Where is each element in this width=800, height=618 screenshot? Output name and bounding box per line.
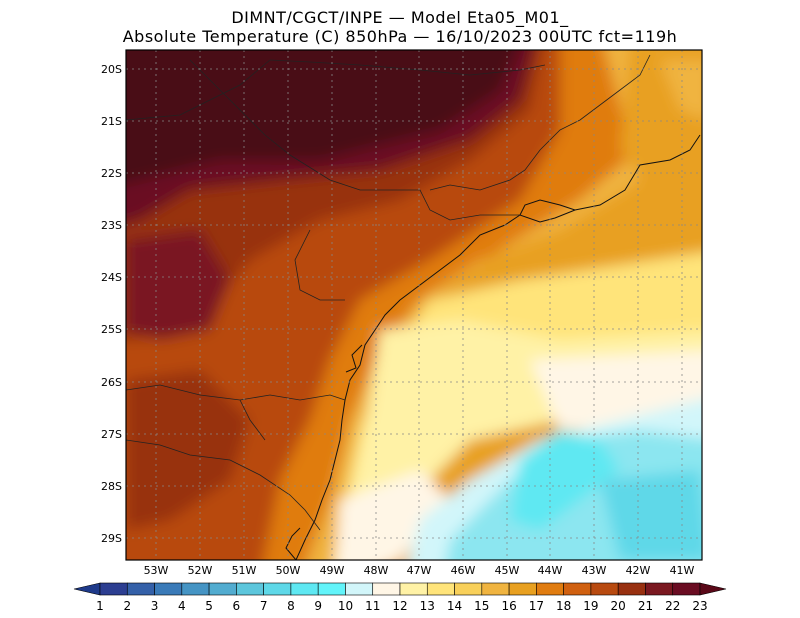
- lat-label: 21S: [101, 115, 122, 128]
- colorbar-label: 12: [392, 599, 407, 613]
- map-title-line1: DIMNT/CGCT/INPE — Model Eta05_M01_: [231, 8, 569, 27]
- graticule: [126, 50, 702, 560]
- colorbar-label: 4: [178, 599, 186, 613]
- colorbar-label: 23: [692, 599, 707, 613]
- map-frame: [125, 49, 703, 561]
- colorbar-swatch: [154, 582, 183, 596]
- colorbar-swatch: [454, 582, 483, 596]
- colorbar-swatch: [426, 582, 455, 596]
- colorbar-swatch: [617, 582, 646, 596]
- lat-label: 20S: [101, 63, 122, 76]
- lon-label: 43W: [582, 564, 607, 577]
- lon-label: 52W: [188, 564, 213, 577]
- lat-label: 22S: [101, 167, 122, 180]
- colorbar-label: 3: [151, 599, 159, 613]
- lon-label: 49W: [320, 564, 345, 577]
- colorbar-swatch: [126, 582, 155, 596]
- colorbar-label: 7: [260, 599, 268, 613]
- colorbar-label: 6: [233, 599, 241, 613]
- colorbar-label: 13: [420, 599, 435, 613]
- lat-label: 25S: [101, 323, 122, 336]
- colorbar-swatch: [481, 582, 510, 596]
- lat-label: 27S: [101, 428, 122, 441]
- lon-label: 50W: [276, 564, 301, 577]
- colorbar-label: 8: [287, 599, 295, 613]
- lon-label: 41W: [670, 564, 695, 577]
- colorbar-label: 2: [123, 599, 131, 613]
- colorbar-swatch: [372, 582, 401, 596]
- lon-label: 44W: [538, 564, 563, 577]
- colorbar-swatch: [208, 582, 237, 596]
- lon-label: 47W: [407, 564, 432, 577]
- colorbar-label: 15: [474, 599, 489, 613]
- colorbar-swatch: [99, 582, 128, 596]
- lon-label: 42W: [626, 564, 651, 577]
- colorbar-swatch: [590, 582, 619, 596]
- colorbar-swatch: [672, 582, 701, 596]
- lat-label: 26S: [101, 376, 122, 389]
- colorbar-label: 10: [338, 599, 353, 613]
- lon-label: 45W: [495, 564, 520, 577]
- colorbar-swatch: [645, 582, 674, 596]
- colorbar-swatch: [290, 582, 319, 596]
- colorbar-label: 14: [447, 599, 462, 613]
- colorbar-swatch: [236, 582, 264, 596]
- map-title-line2: Absolute Temperature (C) 850hPa — 16/10/…: [122, 27, 678, 46]
- lat-label: 29S: [101, 532, 122, 545]
- colorbar-swatch: [508, 582, 537, 596]
- colorbar-label: 1: [96, 599, 104, 613]
- colorbar-label: 19: [583, 599, 598, 613]
- colorbar-swatch: [563, 582, 592, 596]
- temperature-field: [126, 50, 702, 560]
- colorbar-swatch: [263, 582, 292, 596]
- lat-label: 28S: [101, 480, 122, 493]
- colorbar-label: 11: [365, 599, 380, 613]
- colorbar-arrow-right: [699, 582, 727, 596]
- colorbar-swatch: [181, 582, 210, 596]
- lon-label: 48W: [364, 564, 389, 577]
- lon-label: 53W: [144, 564, 169, 577]
- colorbar-label: 17: [529, 599, 544, 613]
- colorbar-swatch: [317, 582, 346, 596]
- colorbar: 1 2 3 4 5 6 7 8 9 10 11 12 13 14 15 16 17 18 19 20 21 22 23: [73, 582, 727, 613]
- lon-label: 46W: [451, 564, 476, 577]
- colorbar-label: 5: [205, 599, 213, 613]
- colorbar-label: 16: [501, 599, 516, 613]
- colorbar-label: 21: [638, 599, 653, 613]
- lat-label: 24S: [101, 271, 122, 284]
- lon-label: 51W: [232, 564, 257, 577]
- colorbar-swatch: [399, 582, 428, 596]
- colorbar-label: 18: [556, 599, 571, 613]
- colorbar-label: 9: [314, 599, 322, 613]
- colorbar-label: 22: [665, 599, 680, 613]
- colorbar-arrow-left: [73, 582, 101, 596]
- colorbar-swatch: [536, 582, 564, 596]
- colorbar-label: 20: [611, 599, 626, 613]
- lat-label: 23S: [101, 219, 122, 232]
- colorbar-swatch: [345, 582, 374, 596]
